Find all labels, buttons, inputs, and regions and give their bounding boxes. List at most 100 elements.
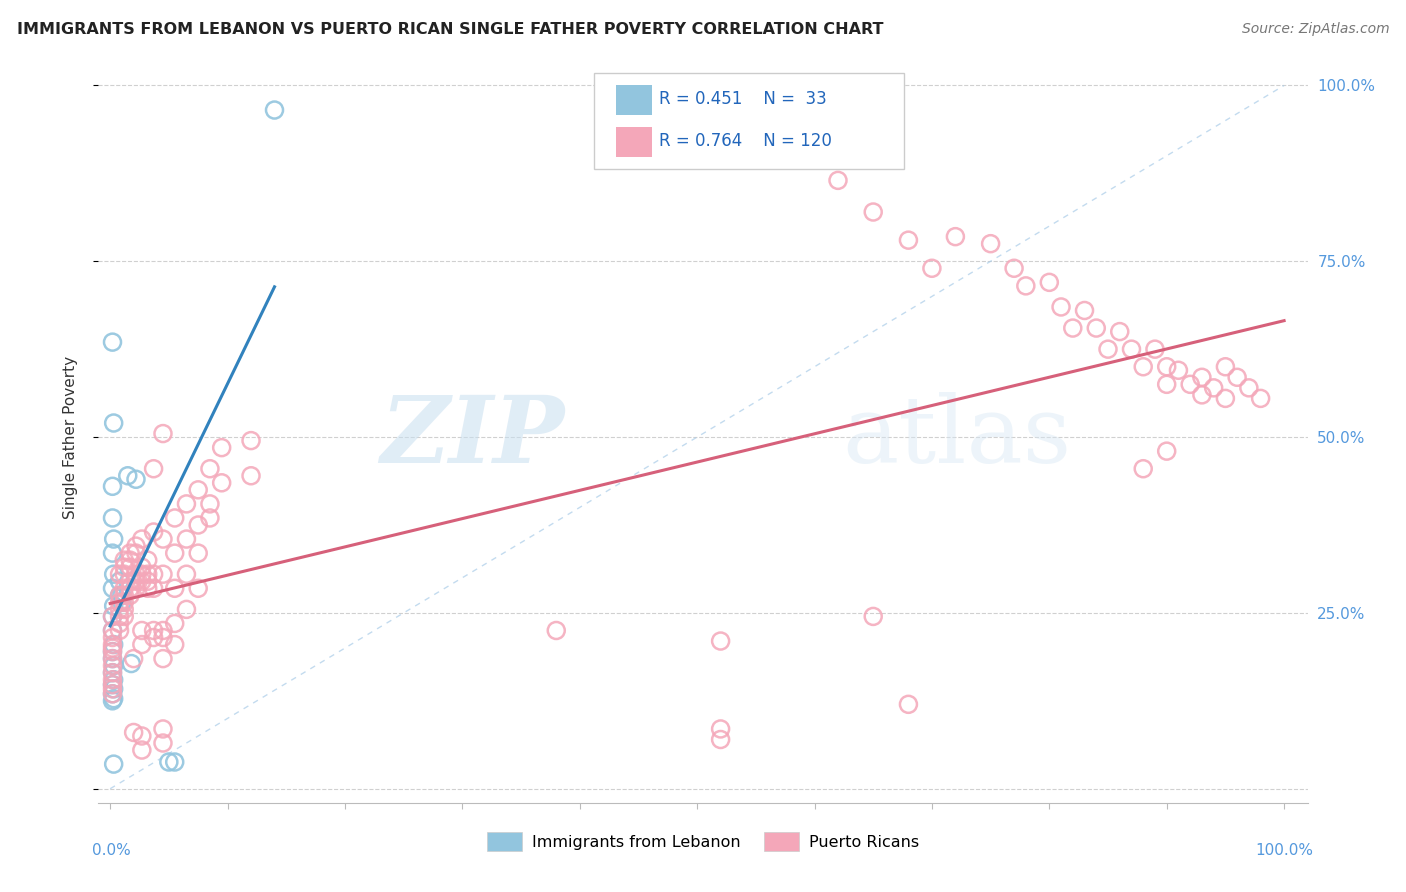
Point [131,729,153,743]
Point [897,698,920,712]
Point [862,609,884,624]
Point [211,475,233,490]
Point [152,567,174,582]
Point [945,229,967,244]
Point [1062,321,1084,335]
Point [101,678,124,692]
Point [710,722,733,736]
Text: atlas: atlas [842,392,1071,482]
Point [108,595,131,609]
Point [131,743,153,757]
Point [176,532,198,546]
Point [1202,381,1225,395]
Point [125,582,148,596]
Point [120,574,142,589]
Point [710,634,733,648]
Point [1085,321,1108,335]
Point [101,673,124,687]
Point [1215,392,1237,406]
Point [101,624,124,638]
Point [152,736,174,750]
Point [176,497,198,511]
Legend: Immigrants from Lebanon, Puerto Ricans: Immigrants from Lebanon, Puerto Ricans [481,826,925,857]
Point [163,546,186,560]
Point [108,567,131,582]
Point [101,609,124,624]
Point [103,691,125,706]
Point [103,681,125,696]
Point [112,567,135,582]
Point [1156,444,1178,458]
Point [163,582,186,596]
Y-axis label: Single Father Poverty: Single Father Poverty [63,356,77,518]
Point [1073,303,1095,318]
Point [152,631,174,645]
Point [112,582,135,596]
Point [1132,461,1154,475]
Point [111,595,134,609]
Text: 100.0%: 100.0% [1256,843,1313,858]
FancyBboxPatch shape [595,73,904,169]
Point [142,524,165,539]
Point [125,472,148,486]
Point [1226,370,1249,384]
Point [1050,300,1073,314]
Point [152,426,174,441]
Point [136,582,159,596]
Text: R = 0.764    N = 120: R = 0.764 N = 120 [659,132,832,151]
Point [112,595,135,609]
Point [1002,261,1025,276]
Point [187,483,209,497]
Point [131,638,153,652]
Text: IMMIGRANTS FROM LEBANON VS PUERTO RICAN SINGLE FATHER POVERTY CORRELATION CHART: IMMIGRANTS FROM LEBANON VS PUERTO RICAN … [17,22,883,37]
Point [1191,388,1213,402]
Point [101,335,124,350]
Point [710,732,733,747]
Point [101,651,124,665]
Point [131,567,153,582]
Point [152,651,174,665]
Point [131,560,153,574]
Point [101,651,124,665]
Point [827,173,849,187]
Point [131,574,153,589]
Point [101,479,124,493]
Point [136,574,159,589]
Point [103,416,125,430]
Point [176,602,198,616]
Point [112,609,135,624]
FancyBboxPatch shape [616,85,652,115]
Point [103,532,125,546]
Point [240,468,263,483]
Point [125,574,148,589]
Point [1250,392,1272,406]
Point [112,602,135,616]
Point [157,755,180,769]
Point [125,546,148,560]
Point [187,546,209,560]
Point [152,532,174,546]
Point [101,687,124,701]
Point [120,657,142,671]
Point [111,588,134,602]
Point [125,539,148,553]
Text: 0.0%: 0.0% [93,843,131,858]
Point [1015,278,1038,293]
Point [198,511,221,525]
FancyBboxPatch shape [616,127,652,157]
Point [101,582,124,596]
Text: R = 0.451    N =  33: R = 0.451 N = 33 [659,90,827,108]
Point [136,567,159,582]
Point [108,624,131,638]
Point [263,103,285,117]
Point [101,658,124,673]
Point [101,687,124,701]
Point [108,574,131,589]
Point [108,588,131,602]
Point [745,78,768,93]
Point [120,588,142,602]
Point [101,644,124,658]
Point [1215,359,1237,374]
Point [125,567,148,582]
Point [198,461,221,475]
